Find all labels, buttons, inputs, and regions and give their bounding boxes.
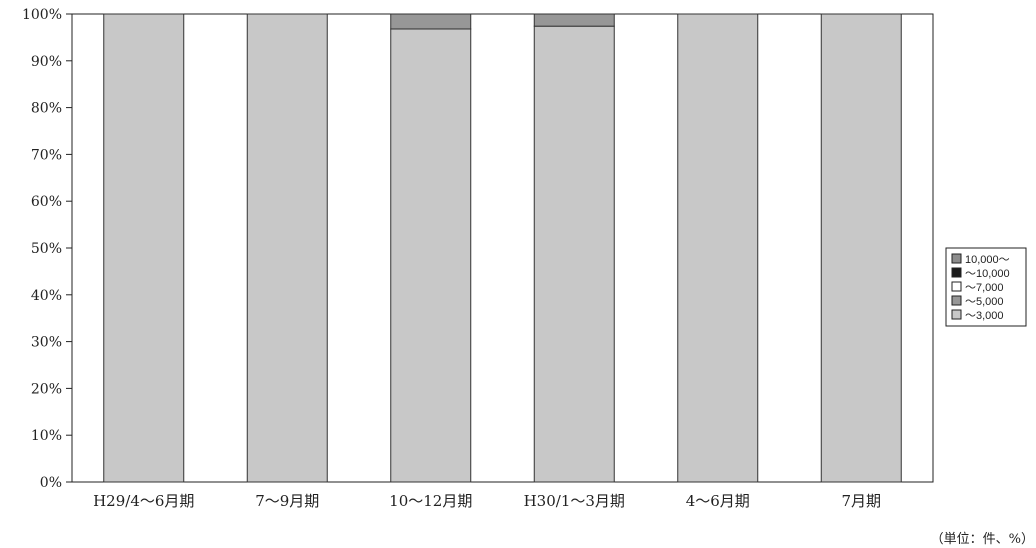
plot-border <box>71 13 934 483</box>
legend-label: ～3,000 <box>965 310 1004 322</box>
legend-label: 10,000～ <box>965 254 1010 266</box>
y-tick-label: 30% <box>31 335 62 351</box>
y-tick-label: 70% <box>31 147 62 163</box>
bar-segment <box>820 13 902 483</box>
plot-frame <box>71 13 934 483</box>
legend-swatch <box>951 309 962 320</box>
legend-swatch <box>951 253 962 264</box>
legend-swatch <box>951 295 962 306</box>
y-tick-label: 80% <box>31 101 62 117</box>
legend-swatch <box>951 281 962 292</box>
y-tick-label: 40% <box>31 288 62 304</box>
y-tick-label: 50% <box>31 241 62 257</box>
y-axis: 0% 10% 20% 30% 40% 50% 60% 70% 80% 90% 100% <box>22 7 72 491</box>
x-tick-label: 7～9月期 <box>255 492 319 510</box>
x-axis: H29/4～6月期 7～9月期 10～12月期 H30/1～3月期 4～6月期 7月期 <box>93 492 881 510</box>
bars-group <box>103 13 902 483</box>
y-tick-label: 20% <box>31 381 62 397</box>
x-tick-label: H29/4～6月期 <box>93 492 194 510</box>
bar-segment <box>533 13 615 27</box>
bar-segment <box>246 13 328 483</box>
y-tick-label: 10% <box>31 428 62 444</box>
legend-swatch <box>951 267 962 278</box>
x-tick-label: 4～6月期 <box>686 492 750 510</box>
bar-segment <box>390 28 472 483</box>
y-tick-label: 60% <box>31 194 62 210</box>
legend-label: ～7,000 <box>965 282 1004 294</box>
x-tick-label: 7月期 <box>841 492 881 510</box>
bar-segment <box>677 13 759 483</box>
y-tick-label: 100% <box>22 7 62 23</box>
bar-segment <box>103 13 185 483</box>
bar-segment <box>390 13 472 30</box>
x-tick-label: H30/1～3月期 <box>524 492 625 510</box>
legend-label: ～5,000 <box>965 296 1004 308</box>
y-tick-label: 90% <box>31 54 62 70</box>
y-tick-label: 0% <box>40 475 62 491</box>
unit-label: （単位：件、%） <box>930 532 1034 547</box>
x-tick-label: 10～12月期 <box>389 492 472 510</box>
bar-segment <box>533 25 615 483</box>
legend-label: ～10,000 <box>965 268 1010 280</box>
legend: 10,000～ ～10,000 ～7,000 ～5,000 ～3,000 <box>945 247 1027 327</box>
